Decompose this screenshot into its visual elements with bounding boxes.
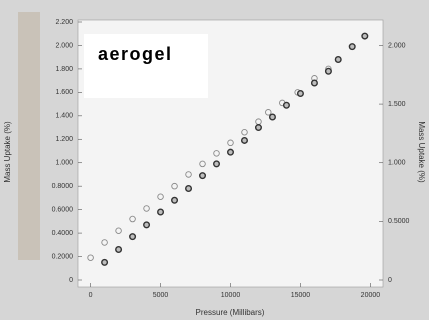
point bbox=[157, 208, 165, 216]
point bbox=[199, 160, 206, 168]
side-image bbox=[18, 12, 40, 260]
point bbox=[143, 221, 151, 229]
point bbox=[115, 227, 122, 234]
point bbox=[226, 148, 234, 156]
point bbox=[361, 32, 369, 40]
point bbox=[324, 67, 332, 75]
point bbox=[185, 171, 192, 178]
y2-tick-label: 0.5000 bbox=[388, 218, 410, 225]
point bbox=[241, 128, 248, 136]
x-axis-label: Pressure (Millibars) bbox=[196, 308, 265, 317]
annotation-text: aerogel bbox=[98, 44, 173, 64]
point bbox=[240, 136, 248, 144]
point bbox=[213, 150, 220, 157]
y-tick-label: 2.000 bbox=[55, 42, 73, 49]
x-tick-label: 0 bbox=[89, 292, 93, 299]
point bbox=[171, 196, 179, 204]
point bbox=[171, 182, 178, 190]
x-tick-label: 5000 bbox=[153, 292, 169, 299]
x-tick-label: 20000 bbox=[361, 292, 381, 299]
point bbox=[268, 113, 276, 121]
y-tick-label: 0.4000 bbox=[52, 230, 74, 237]
point bbox=[157, 193, 164, 200]
annotation-box bbox=[84, 34, 208, 98]
point bbox=[282, 101, 290, 109]
y-tick-label: 0.6000 bbox=[52, 206, 74, 213]
y2-tick-label: 1.000 bbox=[388, 160, 406, 167]
point bbox=[310, 79, 318, 87]
point bbox=[185, 185, 193, 193]
y-axis-label: Mass Uptake (%) bbox=[3, 121, 12, 183]
y-tick-label: 0.8000 bbox=[52, 183, 74, 190]
y2-tick-label: 1.500 bbox=[388, 101, 406, 108]
y-tick-label: 1.000 bbox=[55, 160, 73, 167]
point bbox=[265, 109, 272, 116]
y-tick-label: 2.200 bbox=[55, 19, 73, 26]
point bbox=[129, 215, 136, 223]
point bbox=[213, 160, 221, 168]
y-tick-label: 1.600 bbox=[55, 89, 73, 96]
point bbox=[129, 233, 137, 241]
point bbox=[143, 205, 150, 212]
x-tick-label: 15000 bbox=[291, 292, 311, 299]
y2-tick-label: 2.000 bbox=[388, 42, 406, 49]
point bbox=[227, 139, 234, 147]
point bbox=[101, 239, 108, 246]
y2-tick-label: 0 bbox=[388, 277, 392, 284]
y-tick-label: 1.400 bbox=[55, 113, 73, 120]
point bbox=[101, 258, 109, 266]
y-tick-label: 0.2000 bbox=[52, 253, 74, 260]
point bbox=[254, 124, 262, 132]
point bbox=[87, 254, 94, 261]
x-tick-label: 10000 bbox=[221, 292, 241, 299]
point bbox=[348, 43, 356, 51]
y-tick-label: 0 bbox=[69, 277, 73, 284]
y2-axis-label: Mass Uptake (%) bbox=[417, 121, 426, 183]
y-tick-label: 1.200 bbox=[55, 136, 73, 143]
annotation: aerogel bbox=[98, 44, 173, 64]
y-tick-label: 1.800 bbox=[55, 66, 73, 73]
point bbox=[255, 118, 262, 125]
point bbox=[199, 172, 207, 180]
point bbox=[115, 246, 123, 254]
point bbox=[296, 90, 304, 98]
point bbox=[334, 56, 342, 64]
